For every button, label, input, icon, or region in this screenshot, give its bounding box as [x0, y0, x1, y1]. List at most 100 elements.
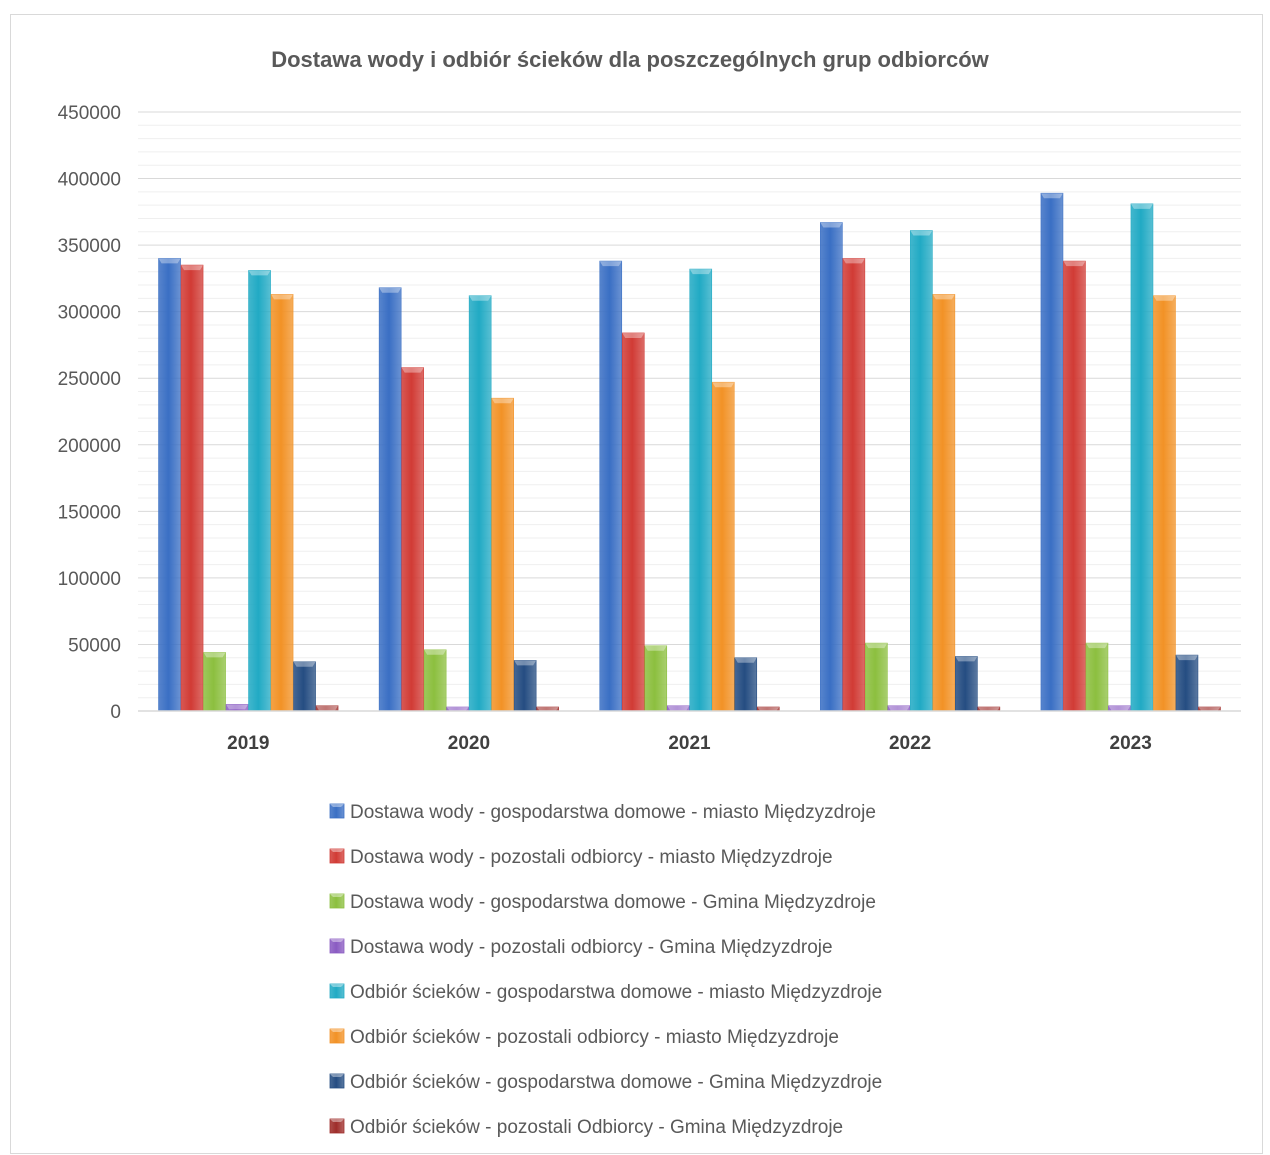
- y-tick-label: 0: [110, 702, 121, 723]
- bar-bevel: [977, 707, 1000, 711]
- bar: [887, 705, 911, 712]
- bar-bevel: [932, 294, 955, 300]
- bar-body: [734, 657, 758, 712]
- x-category-label: 2023: [1110, 733, 1152, 754]
- chart-frame: Dostawa wody i odbiór ścieków dla poszcz…: [10, 14, 1263, 1154]
- bar-bevel: [599, 261, 622, 267]
- bar-bevel: [203, 652, 226, 658]
- bar-bevel: [379, 287, 402, 293]
- bar-bevel: [401, 367, 424, 373]
- bar-bevel: [158, 258, 181, 264]
- bar: [1063, 260, 1086, 712]
- bar-bevel: [1040, 193, 1063, 199]
- bar-bevel: [865, 643, 888, 649]
- bar: [401, 367, 424, 712]
- legend-swatch: [329, 893, 345, 909]
- legend-swatch-bevel: [330, 1074, 344, 1077]
- bar-body: [401, 367, 424, 712]
- x-axis-categories: 2019 2020 2021 2022 2023: [227, 733, 1152, 754]
- legend-swatch-bevel: [330, 1029, 344, 1032]
- bar-body: [1153, 295, 1176, 712]
- bar-bevel: [622, 332, 645, 338]
- bar: [932, 294, 956, 712]
- legend-label: Dostawa wody - gospodarstwa domowe - mia…: [350, 802, 876, 823]
- bar: [1040, 192, 1064, 712]
- bar-bevel: [712, 382, 735, 388]
- bar-body: [293, 661, 316, 712]
- legend: Dostawa wody - gospodarstwa domowe - mia…: [329, 802, 882, 1138]
- bar-bevel: [446, 707, 469, 711]
- y-axis-ticks: 0 50000 100000 150000 200000 250000 300000 3500…: [58, 103, 121, 723]
- legend-item: Dostawa wody - gospodarstwa domowe - Gmi…: [329, 892, 876, 913]
- bar-bevel: [248, 270, 271, 276]
- bar-body: [423, 649, 447, 712]
- bar: [1085, 642, 1109, 712]
- bar-bevel: [293, 661, 316, 667]
- bar: [248, 270, 271, 712]
- bar-body: [1130, 203, 1154, 712]
- legend-swatch: [329, 1073, 345, 1089]
- bar: [203, 652, 226, 712]
- bar: [865, 642, 888, 712]
- bar-bevel: [955, 656, 978, 662]
- y-tick-label: 350000: [58, 236, 121, 257]
- bar-body: [599, 260, 623, 712]
- bar-bevel: [667, 705, 690, 711]
- bar-bevel: [842, 258, 865, 264]
- bar-bevel: [1130, 203, 1153, 209]
- legend-item: Dostawa wody - pozostali odbiorcy - Gmin…: [329, 937, 833, 958]
- bar-bevel: [1108, 705, 1131, 711]
- legend-swatch: [329, 1118, 345, 1134]
- bar-bevel: [1085, 643, 1108, 649]
- bar-body: [203, 652, 226, 712]
- bar: [293, 661, 316, 712]
- legend-swatch: [329, 848, 345, 864]
- legend-label: Odbiór ścieków - gospodarstwa domowe - m…: [350, 982, 882, 1003]
- bar: [599, 260, 623, 712]
- bar: [423, 649, 447, 712]
- y-tick-label: 400000: [58, 170, 121, 191]
- legend-label: Dostawa wody - pozostali odbiorcy - mias…: [350, 847, 833, 868]
- bar-body: [842, 258, 866, 712]
- bar: [820, 222, 843, 712]
- y-tick-label: 150000: [58, 502, 121, 523]
- bar-body: [1063, 260, 1086, 712]
- bar: [1175, 654, 1199, 712]
- bar-body: [378, 287, 402, 712]
- bar-bevel: [226, 704, 249, 710]
- legend-swatch-bevel: [330, 894, 344, 897]
- legend-label: Dostawa wody - gospodarstwa domowe - Gmi…: [350, 892, 876, 913]
- bar-bevel: [757, 707, 780, 711]
- bar-body: [820, 222, 843, 712]
- bar-bevel: [1063, 261, 1086, 267]
- bar: [689, 268, 713, 712]
- bar-bevel: [1153, 295, 1176, 301]
- bar: [491, 397, 514, 712]
- legend-label: Odbiór ścieków - pozostali Odbiorcy - Gm…: [350, 1117, 843, 1138]
- bar: [666, 705, 690, 712]
- legend-item: Odbiór ścieków - pozostali Odbiorcy - Gm…: [329, 1117, 843, 1138]
- bar: [180, 264, 204, 712]
- legend-swatch-bevel: [330, 939, 344, 942]
- x-category-label: 2022: [889, 733, 931, 754]
- bar-body: [1040, 192, 1064, 712]
- y-tick-label: 250000: [58, 369, 121, 390]
- legend-item: Dostawa wody - gospodarstwa domowe - mia…: [329, 802, 876, 823]
- bar-bevel: [820, 222, 843, 228]
- bar-bevel: [469, 295, 492, 301]
- bar-body: [491, 397, 514, 712]
- legend-swatch: [329, 938, 345, 954]
- legend-label: Dostawa wody - pozostali odbiorcy - Gmin…: [350, 937, 833, 958]
- legend-swatch-bevel: [330, 849, 344, 852]
- bar: [842, 258, 866, 712]
- bar-bevel: [1175, 655, 1198, 661]
- bar-bevel: [514, 660, 537, 666]
- chart-title: Dostawa wody i odbiór ścieków dla poszcz…: [271, 47, 989, 72]
- bar: [734, 657, 758, 712]
- bar-body: [158, 258, 181, 712]
- bar: [955, 656, 978, 712]
- bar: [711, 381, 735, 712]
- bar-body: [513, 660, 537, 712]
- bar-bevel: [536, 707, 559, 711]
- x-category-label: 2020: [448, 733, 490, 754]
